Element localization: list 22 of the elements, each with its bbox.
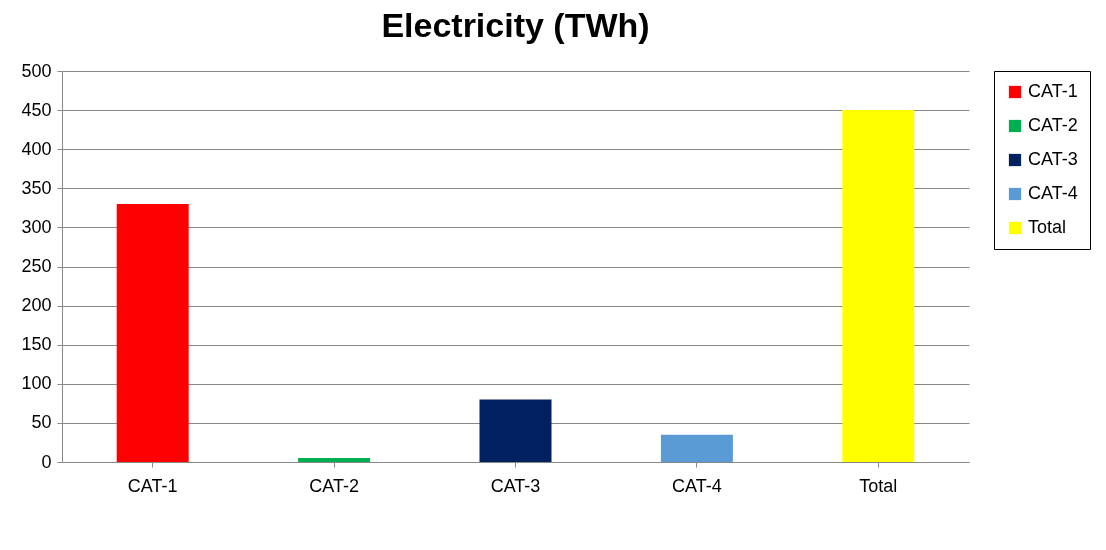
y-tick-label: 200 — [21, 295, 52, 316]
chart-title: Electricity (TWh) — [381, 6, 650, 44]
y-tick-label: 500 — [21, 60, 52, 81]
y-tick-label: 250 — [21, 256, 52, 276]
legend-label: CAT-3 — [1028, 149, 1078, 169]
x-tick-label: CAT-3 — [490, 475, 541, 496]
y-tick-label: 100 — [21, 373, 52, 394]
y-tick-label: 350 — [21, 177, 52, 198]
y-tick-label: 400 — [21, 138, 52, 159]
x-tick-label: CAT-4 — [672, 475, 722, 496]
x-tick-label: Total — [859, 475, 898, 496]
y-tick-label: 150 — [21, 334, 52, 355]
y-tick-label: 50 — [31, 412, 52, 433]
x-tick-label: CAT-1 — [127, 475, 178, 496]
y-tick-label: 450 — [21, 99, 52, 120]
legend-label: Total — [1028, 217, 1067, 237]
legend-label: CAT-2 — [1028, 115, 1078, 135]
y-tick-label: 300 — [21, 216, 52, 237]
legend-label: CAT-4 — [1028, 183, 1078, 203]
y-tick-label: 0 — [41, 451, 52, 472]
legend-label: CAT-1 — [1028, 81, 1078, 101]
x-tick-label: CAT-2 — [309, 475, 359, 496]
